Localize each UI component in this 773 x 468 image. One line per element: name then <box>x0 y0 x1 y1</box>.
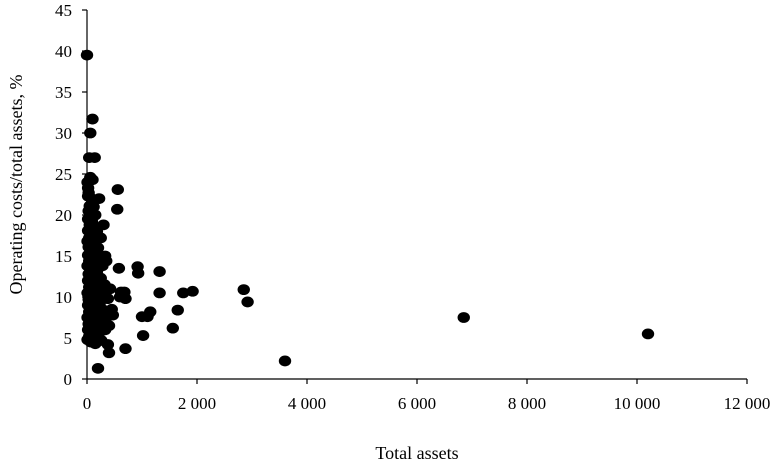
data-point <box>241 296 254 308</box>
data-point <box>100 255 113 267</box>
y-tick-label: 25 <box>55 165 72 184</box>
data-point <box>101 293 115 305</box>
data-point <box>153 266 166 277</box>
data-point <box>91 362 105 374</box>
data-point <box>186 285 199 297</box>
data-point <box>88 152 101 164</box>
y-tick-label: 5 <box>64 329 73 348</box>
data-point <box>89 338 102 350</box>
data-point <box>144 306 157 318</box>
x-tick-label: 10 000 <box>614 394 661 413</box>
y-axis-ticks: 0 5 10 15 20 25 30 35 40 45 <box>55 1 87 389</box>
x-tick-label: 8 000 <box>508 394 546 413</box>
data-point <box>98 324 112 336</box>
y-tick-label: 40 <box>55 42 72 61</box>
y-tick-label: 30 <box>55 124 72 143</box>
data-point <box>136 330 150 341</box>
data-point <box>94 232 107 244</box>
data-points <box>80 49 655 374</box>
x-tick-label: 4 000 <box>288 394 326 413</box>
data-point <box>101 339 115 350</box>
data-point <box>171 304 184 316</box>
y-tick-label: 45 <box>55 1 72 20</box>
data-point <box>237 284 250 296</box>
x-tick-label: 6 000 <box>398 394 436 413</box>
data-point <box>92 193 106 205</box>
x-tick-label: 0 <box>83 394 92 413</box>
data-point <box>119 343 132 355</box>
data-point <box>278 355 292 367</box>
x-axis-ticks: 0 2 000 4 000 6 000 8 000 10 000 12 000 <box>83 379 771 413</box>
y-tick-label: 10 <box>55 288 72 307</box>
data-point <box>102 347 116 359</box>
data-point <box>97 219 110 231</box>
data-point <box>118 286 131 298</box>
x-tick-label: 12 000 <box>724 394 771 413</box>
data-point <box>153 287 166 299</box>
x-axis-title: Total assets <box>375 443 458 463</box>
data-point <box>111 203 124 215</box>
axes <box>86 10 747 380</box>
data-point <box>86 113 99 125</box>
data-point <box>641 328 655 340</box>
data-point <box>131 267 145 279</box>
y-tick-label: 20 <box>55 206 72 225</box>
data-point <box>166 322 179 334</box>
data-point <box>177 287 190 299</box>
y-tick-label: 15 <box>55 247 72 266</box>
data-point <box>457 312 470 323</box>
data-point <box>103 283 117 295</box>
x-tick-label: 2 000 <box>178 394 216 413</box>
y-tick-label: 35 <box>55 83 72 102</box>
data-point <box>112 262 126 274</box>
data-point <box>106 309 120 321</box>
y-axis-title: Operating costs/total assets, % <box>6 75 26 295</box>
y-tick-label: 0 <box>64 370 73 389</box>
data-point <box>111 184 125 195</box>
